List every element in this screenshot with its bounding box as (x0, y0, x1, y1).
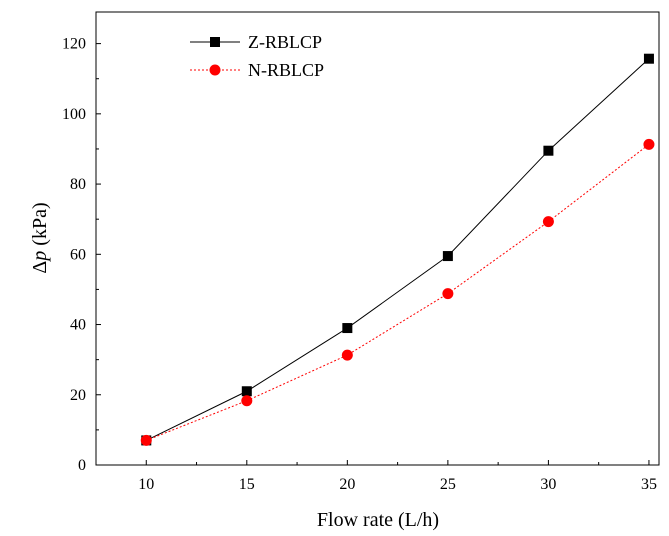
y-axis-label: Δp (kPa) (29, 202, 51, 273)
point-n-rblcp-10 (140, 434, 152, 446)
y-tick-label-40: 40 (70, 317, 86, 334)
legend-marker-z-rblcp (210, 37, 220, 47)
y-tick-label-80: 80 (70, 176, 86, 193)
x-tick-label-15: 15 (239, 476, 255, 493)
point-n-rblcp-25 (442, 288, 454, 300)
y-axis-label-symbol: Δ (29, 261, 51, 274)
point-z-rblcp-30 (543, 145, 554, 156)
legend-label-z-rblcp: Z-RBLCP (248, 32, 322, 52)
legend-marker-n-rblcp (209, 64, 221, 76)
y-tick-label-120: 120 (62, 36, 86, 53)
y-axis-ticks: 0 20 40 60 80 100 120 (62, 36, 101, 474)
y-tick-label-100: 100 (62, 106, 86, 123)
point-n-rblcp-20 (341, 349, 353, 361)
point-z-rblcp-35 (643, 53, 654, 64)
x-tick-label-30: 30 (540, 476, 556, 493)
legend: Z-RBLCP N-RBLCP (190, 32, 324, 80)
point-z-rblcp-20 (342, 323, 353, 334)
y-axis-label-variable: p (29, 251, 51, 263)
point-n-rblcp-15 (241, 395, 253, 407)
y-axis-label-unit: (kPa) (29, 202, 51, 250)
x-axis-ticks: 10 15 20 25 30 35 (138, 460, 657, 493)
series-layer (140, 53, 655, 446)
x-tick-label-35: 35 (641, 476, 657, 493)
plot-frame (95, 11, 660, 466)
series-line-n-rblcp (146, 143, 650, 441)
y-tick-label-60: 60 (70, 246, 86, 263)
series-line-z-rblcp (146, 58, 650, 441)
x-tick-label-20: 20 (339, 476, 355, 493)
point-z-rblcp-25 (442, 251, 453, 262)
y-tick-label-20: 20 (70, 387, 86, 404)
legend-label-n-rblcp: N-RBLCP (248, 60, 324, 80)
y-tick-label-0: 0 (78, 457, 86, 474)
x-tick-label-25: 25 (440, 476, 456, 493)
point-z-rblcp-15 (241, 386, 252, 397)
x-tick-label-10: 10 (138, 476, 154, 493)
x-axis-label: Flow rate (L/h) (317, 509, 439, 531)
point-n-rblcp-30 (542, 216, 554, 228)
point-n-rblcp-35 (643, 138, 655, 150)
